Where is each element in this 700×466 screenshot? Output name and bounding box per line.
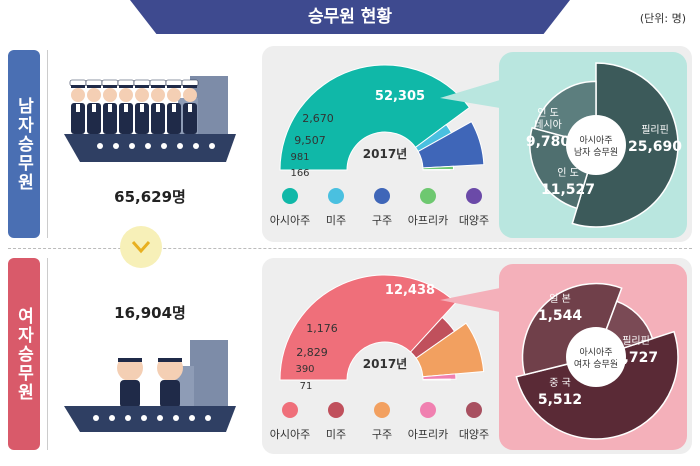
male-legend-label-3: 아프리카 [407,214,449,227]
chart2-value-label-2: 2,829 [296,346,328,359]
chart0-value-label-1: 2,670 [302,112,334,125]
chart3-category-label-2-0: 일 본 [549,293,571,305]
chevron-badge [120,226,162,268]
female-section-tab: 여자승무원 [8,258,40,450]
male-total: 65,629명 [114,188,186,206]
male-crew-figure-6 [165,79,183,134]
chart1-category-label-1-0: 인 도 [557,167,579,179]
female-legend-swatch-2 [374,402,390,418]
female-callout-arrow [440,288,500,312]
chart2-value-label-0: 12,438 [385,283,435,298]
chart2-value-label-3: 390 [295,364,314,375]
male-crew-figure-3 [117,79,135,134]
male-crew-figure-5 [149,79,167,134]
chevron-down-icon [131,241,151,254]
female-legend-swatch-4 [466,402,482,418]
male-crew-figure-2 [101,79,119,134]
female-legend-swatch-3 [420,402,436,418]
male-section-tab: 남자승무원 [8,50,40,238]
chart1-center [566,115,626,175]
male-legend-swatch-4 [466,188,482,204]
male-crew-figure-0 [69,79,87,134]
chart3-value-label-0: 5,512 [538,392,582,408]
male-crew-ship-illustration [64,76,236,162]
chart0-value-label-4: 166 [290,168,309,179]
chart3-value-label-2: 1,544 [538,308,583,324]
male-legend-label-4: 대양주 [458,214,490,227]
page-title: 승무원 현황 [307,7,393,27]
chart1-title-line1: 아시아주 [579,135,612,146]
chart3-value-label-1: 3,727 [614,350,658,366]
female-legend-swatch-1 [328,402,344,418]
chart2-value-label-4: 71 [300,381,313,392]
female-legend-label-3: 아프리카 [407,428,449,441]
chart2-subtitle: 2017년 [363,357,407,371]
chart0-value-label-0: 52,305 [375,89,425,104]
female-legend-label-0: 아시아주 [269,428,311,441]
chart2-value-label-1: 1,176 [306,322,338,335]
chart3-title-line1: 아시아주 [579,347,612,358]
chart3-category-label-0-0: 중 국 [549,377,571,389]
male-legend-label-0: 아시아주 [269,214,311,227]
male-legend-swatch-0 [282,188,298,204]
chart1-category-label-2-0: 인 도 [537,107,559,119]
female-legend-label-1: 미주 [325,428,347,441]
female-divider [47,258,48,450]
male-crew-figure-4 [133,79,151,134]
chart1-value-label-0: 25,690 [628,139,682,155]
male-legend-swatch-3 [420,188,436,204]
male-legend-swatch-2 [374,188,390,204]
section-separator [8,248,692,249]
chart1-value-label-2: 9,780 [526,134,571,150]
chart0-slice-4 [422,168,451,171]
chart0-value-label-2: 9,507 [294,134,326,147]
unit-label: (단위: 명) [639,12,686,25]
chart3-title-line2: 여자 승무원 [574,358,618,370]
chart2-slice-0 [279,274,457,381]
chart0-value-label-3: 981 [290,152,309,163]
chart2-slice-4 [422,378,451,381]
chart1-category-label-2-1: 네시아 [534,119,562,131]
male-legend-label-2: 구주 [371,214,393,227]
female-crew-ship-illustration [64,340,236,432]
female-legend-swatch-0 [282,402,298,418]
chart2-slice-2 [415,322,485,378]
chart3-center [566,327,626,387]
chart0-subtitle: 2017년 [363,147,407,161]
male-divider [47,50,48,238]
chart1-value-label-1: 11,527 [541,182,595,198]
chart0-slice-2 [417,120,485,169]
female-legend-label-4: 대양주 [458,428,490,441]
male-callout-arrow [440,80,500,108]
male-legend-swatch-1 [328,188,344,204]
female-total: 16,904명 [114,304,186,322]
chart1-category-label-0-0: 필리핀 [641,124,669,136]
chart0-slice-0 [279,64,471,171]
male-crew-figure-7 [181,79,199,134]
title-bar [130,0,570,34]
chart1-title-line2: 남자 승무원 [574,147,618,158]
male-legend-label-1: 미주 [325,214,347,227]
female-legend-label-2: 구주 [371,428,393,441]
chart3-category-label-1-0: 필리핀 [622,335,650,347]
